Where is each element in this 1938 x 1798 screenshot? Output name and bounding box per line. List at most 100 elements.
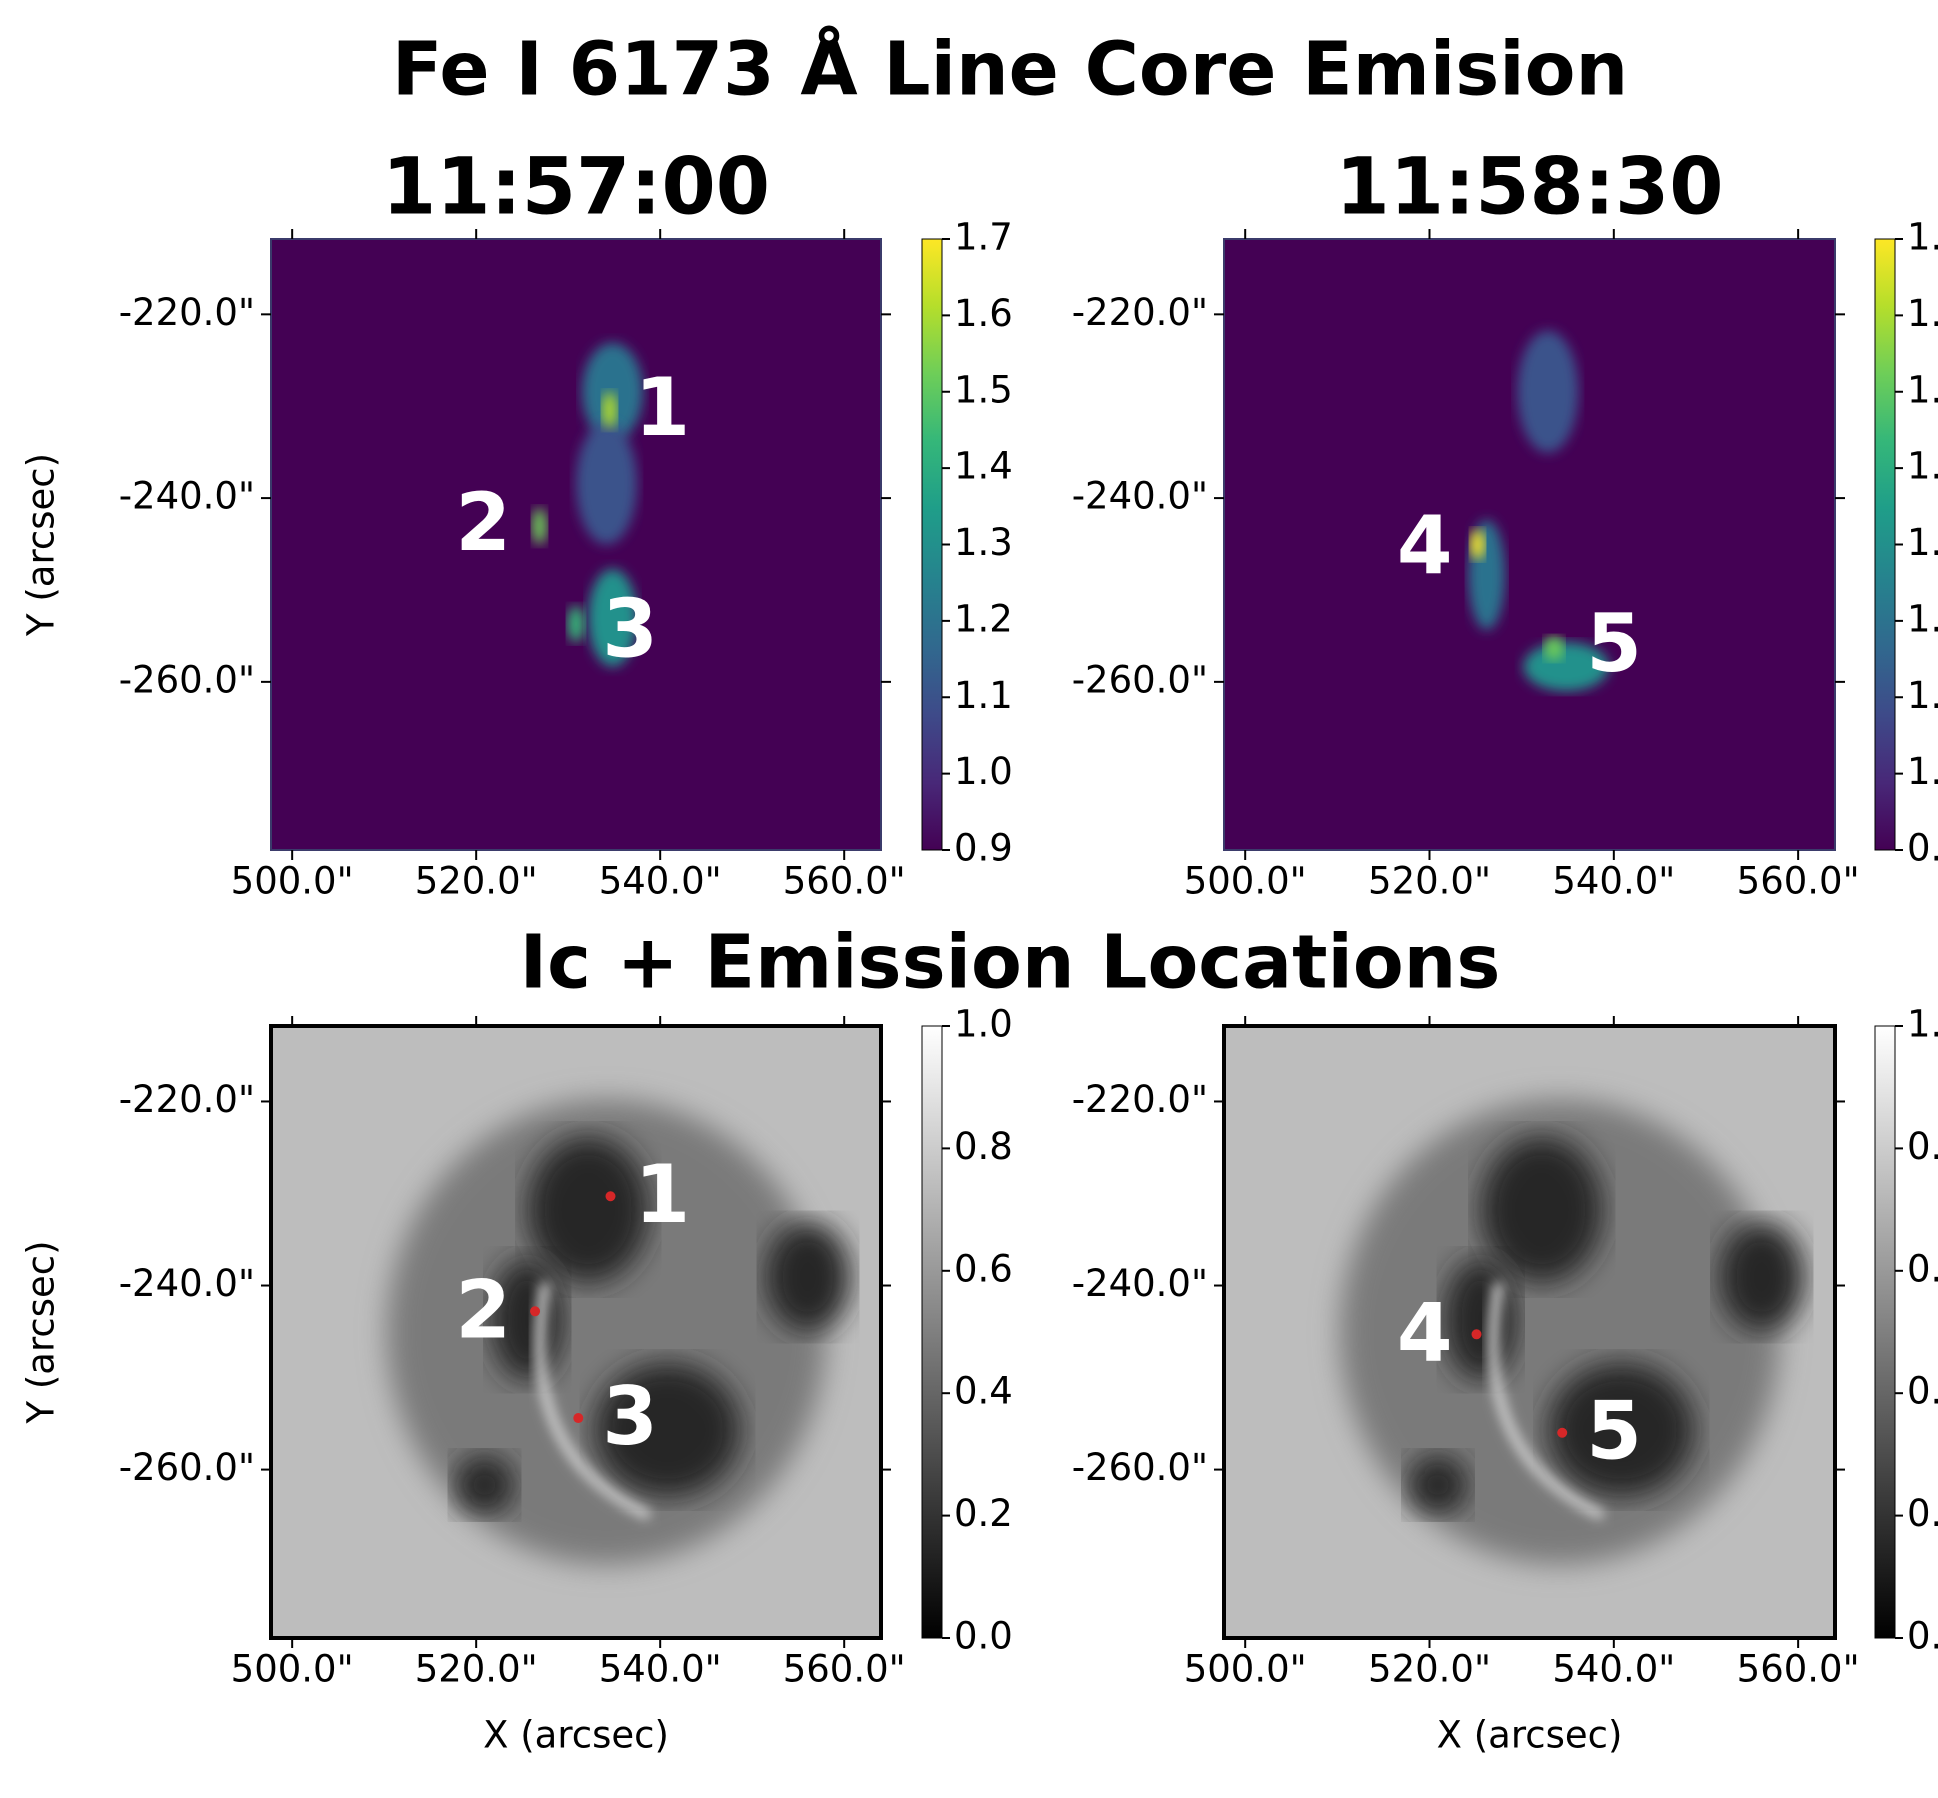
panel-frame bbox=[270, 238, 882, 851]
location-label: 1 bbox=[635, 1148, 691, 1241]
location-label: 2 bbox=[455, 476, 511, 569]
x-tick-label: 560.0" bbox=[1737, 1648, 1860, 1691]
image-feature bbox=[1547, 1362, 1695, 1498]
location-label: 2 bbox=[455, 1263, 511, 1356]
y-tick-label: -240.0" bbox=[1072, 475, 1208, 518]
colorbar-tick-label: 1.0 bbox=[954, 750, 1013, 793]
emission-marker bbox=[1471, 1329, 1482, 1340]
location-label: 4 bbox=[1397, 1286, 1453, 1379]
panel: 500.0" 520.0" 540.0" 560.0" -220.0" -240.0" -2… bbox=[1072, 1003, 1938, 1757]
panel: 11:57:00 500.0" 520.0" 540.0" 560.0" -220.0" -… bbox=[20, 142, 1013, 902]
colorbar-tick-label: 1.3 bbox=[954, 521, 1013, 564]
x-tick-label: 520.0" bbox=[1368, 860, 1491, 903]
colorbar-tick-label: 1.0 bbox=[1907, 750, 1938, 793]
colorbar-tick-label: 0.9 bbox=[1907, 827, 1938, 870]
y-tick-label: -260.0" bbox=[1072, 658, 1208, 701]
y-axis-label: Y (arcsec) bbox=[20, 453, 63, 637]
colorbar-tick-label: 1.6 bbox=[1907, 292, 1938, 335]
image-feature bbox=[1407, 1454, 1469, 1516]
colorbar-tick-label: 0.8 bbox=[954, 1125, 1013, 1168]
image-feature bbox=[1470, 529, 1485, 560]
colorbar-tick-label: 1.4 bbox=[954, 445, 1013, 488]
x-tick-label: 560.0" bbox=[783, 1648, 906, 1691]
image-feature bbox=[454, 1454, 515, 1516]
image-feature bbox=[765, 1221, 851, 1333]
colorbar-tick-label: 0.2 bbox=[1907, 1492, 1938, 1535]
x-tick-label: 520.0" bbox=[415, 860, 538, 903]
image-background bbox=[1224, 239, 1835, 850]
colorbar-tick-label: 1.2 bbox=[954, 597, 1013, 640]
figure-title: Fe I 6173 Å Line Core Emision bbox=[392, 25, 1628, 113]
location-label: 3 bbox=[602, 1370, 658, 1463]
colorbar-tick-label: 1.2 bbox=[1907, 597, 1938, 640]
panel: 500.0" 520.0" 540.0" 560.0" -220.0" -240.0" -2… bbox=[20, 1003, 1013, 1757]
x-axis-label: X (arcsec) bbox=[1437, 1714, 1623, 1757]
colorbar-tick-label: 1.3 bbox=[1907, 521, 1938, 564]
y-tick-label: -260.0" bbox=[119, 1446, 255, 1489]
y-tick-label: -220.0" bbox=[1072, 291, 1208, 334]
colorbar-tick-label: 0.4 bbox=[1907, 1370, 1938, 1413]
colorbar-tick-label: 1.0 bbox=[1907, 1003, 1938, 1046]
x-tick-label: 500.0" bbox=[1184, 860, 1307, 903]
location-label: 3 bbox=[602, 582, 658, 675]
x-tick-label: 560.0" bbox=[1737, 860, 1860, 903]
y-tick-label: -240.0" bbox=[1072, 1262, 1208, 1305]
colorbar bbox=[1874, 1025, 1896, 1639]
x-tick-label: 540.0" bbox=[599, 860, 722, 903]
x-tick-label: 520.0" bbox=[415, 1648, 538, 1691]
location-label: 1 bbox=[635, 361, 691, 454]
image-feature bbox=[1718, 1221, 1805, 1333]
colorbar-tick-label: 0.9 bbox=[954, 827, 1013, 870]
panel-title: 11:58:30 bbox=[1335, 142, 1723, 232]
panel-frame bbox=[269, 1024, 883, 1640]
emission-marker bbox=[1557, 1427, 1568, 1438]
colorbar bbox=[921, 238, 943, 851]
x-tick-label: 540.0" bbox=[1552, 1648, 1675, 1691]
emission-marker bbox=[573, 1413, 584, 1424]
colorbar-tick-label: 1.5 bbox=[954, 368, 1013, 411]
y-tick-label: -260.0" bbox=[119, 658, 255, 701]
panel: 11:58:30 500.0" 520.0" 540.0" 560.0" -220.0" -… bbox=[1072, 142, 1938, 902]
image-feature bbox=[1523, 642, 1609, 692]
y-tick-label: -240.0" bbox=[119, 475, 255, 518]
image-feature bbox=[1480, 1136, 1603, 1284]
image-feature bbox=[576, 422, 637, 545]
y-axis-label: Y (arcsec) bbox=[20, 1240, 63, 1424]
image-feature bbox=[602, 391, 617, 429]
y-tick-label: -220.0" bbox=[119, 291, 255, 334]
x-tick-label: 520.0" bbox=[1368, 1648, 1491, 1691]
image bbox=[271, 239, 881, 850]
colorbar-tick-label: 1.5 bbox=[1907, 368, 1938, 411]
x-tick-label: 540.0" bbox=[599, 1648, 722, 1691]
image-feature bbox=[588, 568, 637, 667]
image-feature bbox=[567, 605, 585, 643]
colorbar-tick-label: 0.0 bbox=[1907, 1615, 1938, 1658]
colorbar bbox=[921, 1025, 943, 1639]
x-tick-label: 540.0" bbox=[1552, 860, 1675, 903]
colorbar-tick-label: 0.6 bbox=[954, 1247, 1013, 1290]
panel-frame bbox=[1222, 1024, 1837, 1640]
x-axis-label: X (arcsec) bbox=[483, 1714, 669, 1757]
image-feature bbox=[1544, 636, 1564, 661]
colorbar bbox=[1874, 238, 1896, 851]
image-feature bbox=[534, 1282, 652, 1521]
colorbar-tick-label: 1.4 bbox=[1907, 445, 1938, 488]
row-title: Ic + Emission Locations bbox=[520, 920, 1501, 1006]
image bbox=[1224, 239, 1835, 850]
colorbar-tick-label: 1.6 bbox=[954, 292, 1013, 335]
colorbar-tick-label: 0.8 bbox=[1907, 1125, 1938, 1168]
panel-frame bbox=[1223, 238, 1836, 851]
x-tick-label: 500.0" bbox=[1184, 1648, 1307, 1691]
image bbox=[271, 1026, 881, 1638]
y-tick-label: -220.0" bbox=[119, 1078, 255, 1121]
image-feature bbox=[1443, 1258, 1518, 1381]
panel-title: 11:57:00 bbox=[382, 142, 770, 232]
y-tick-label: -240.0" bbox=[119, 1262, 255, 1305]
colorbar-tick-label: 1.1 bbox=[954, 674, 1013, 717]
y-tick-label: -260.0" bbox=[1072, 1446, 1208, 1489]
colorbar-tick-label: 1.7 bbox=[954, 216, 1013, 259]
emission-marker bbox=[605, 1191, 616, 1202]
image bbox=[1224, 1026, 1835, 1638]
